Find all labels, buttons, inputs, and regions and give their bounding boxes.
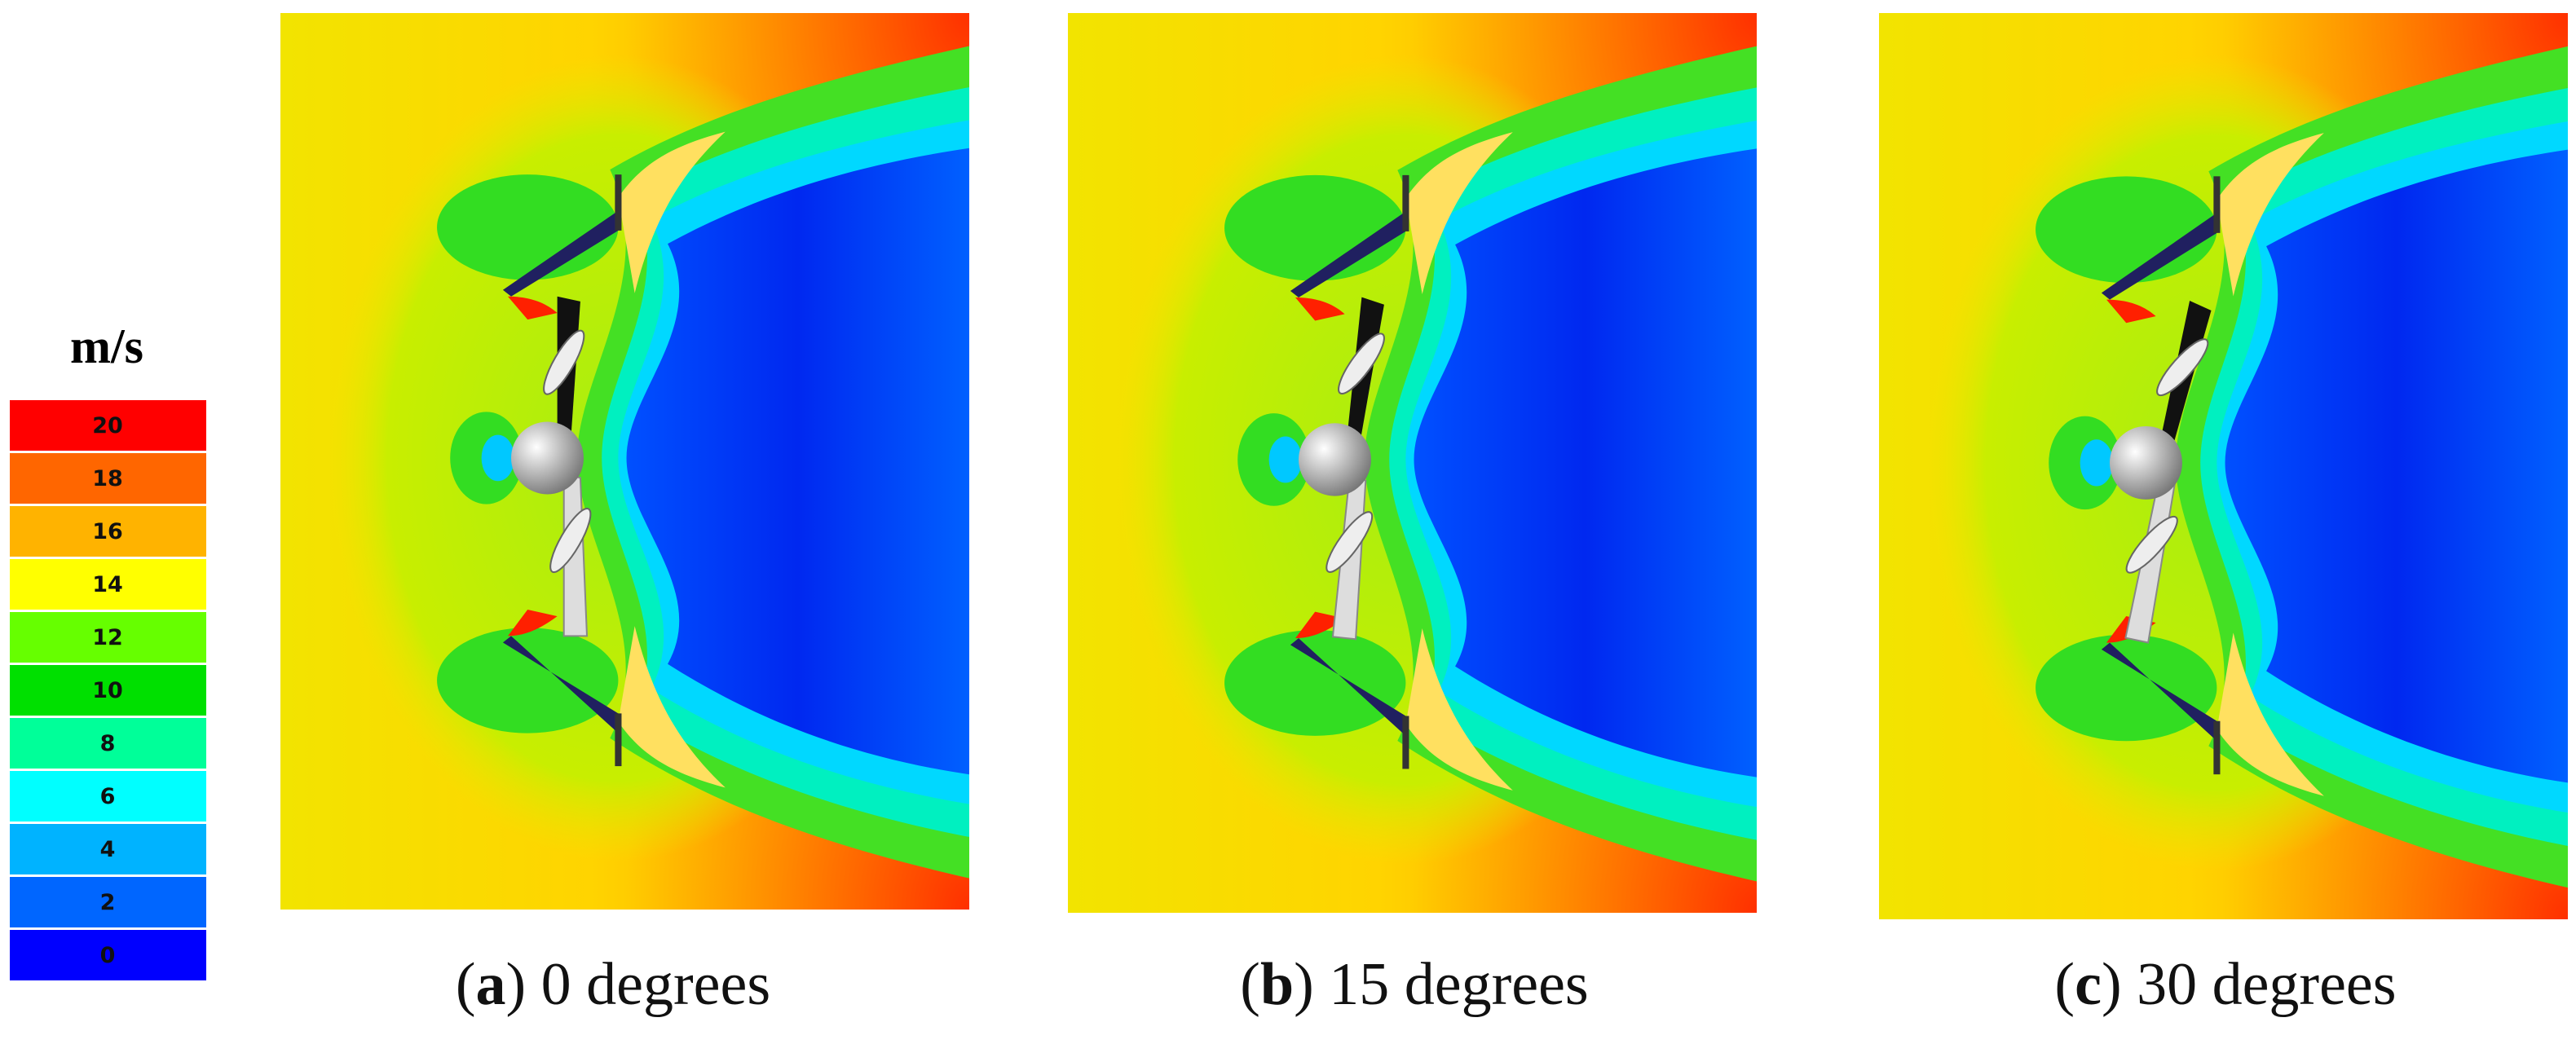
legend-label: 8 [100, 731, 116, 756]
legend-unit: m/s [70, 319, 143, 373]
blade-section [2125, 515, 2178, 574]
flow-panel [1879, 13, 2568, 919]
legend-label: 2 [100, 890, 116, 915]
caption-part: ( [1240, 951, 1260, 1018]
legend-label: 4 [100, 837, 116, 862]
legend-swatch [10, 506, 206, 557]
propeller [2124, 300, 2212, 644]
caption-part: ) 0 degrees [506, 951, 771, 1018]
legend-label: 12 [92, 625, 123, 650]
caption-part: ( [456, 951, 476, 1018]
caption-part: c [2075, 951, 2102, 1018]
legend-label: 18 [92, 466, 123, 491]
hub [1299, 423, 1371, 496]
legend-swatch [10, 771, 206, 822]
panel-caption: (b) 15 degrees [1240, 951, 1588, 1018]
legend-label: 0 [100, 943, 116, 968]
legend-swatch [10, 612, 206, 663]
legend-swatch [10, 665, 206, 716]
caption-part: ) 30 degrees [2102, 951, 2397, 1018]
legend-swatch [10, 930, 206, 980]
propeller [543, 296, 592, 637]
legend-swatch [10, 718, 206, 769]
legend-label: 16 [92, 519, 123, 544]
flow-panel [280, 13, 969, 910]
panel-caption: (c) 30 degrees [2054, 951, 2396, 1018]
flow-panel [1068, 13, 1757, 913]
legend-swatch [10, 824, 206, 874]
panel-caption: (a) 0 degrees [456, 951, 770, 1018]
legend-swatch [10, 453, 206, 504]
hub [2110, 425, 2182, 500]
legend-swatch [10, 877, 206, 927]
propeller [1325, 297, 1385, 641]
legend-swatch [10, 559, 206, 610]
blade-section [543, 329, 585, 395]
legend-label: 6 [100, 784, 116, 809]
legend-label: 10 [92, 678, 123, 703]
velocity-field [1879, 13, 2568, 919]
caption-part: a [476, 951, 506, 1018]
blade-section [1325, 511, 1374, 573]
blade-section [2156, 338, 2209, 397]
blade-section [549, 508, 592, 574]
caption-part: ) 15 degrees [1294, 951, 1589, 1018]
velocity-field [1068, 13, 1757, 913]
hub [511, 421, 584, 495]
velocity-field [280, 13, 969, 910]
legend-label: 20 [92, 413, 123, 438]
caption-part: b [1260, 951, 1294, 1018]
blade-section [1338, 333, 1385, 395]
caption-part: ( [2054, 951, 2075, 1018]
legend-label: 14 [92, 572, 123, 597]
legend-swatch [10, 400, 206, 451]
